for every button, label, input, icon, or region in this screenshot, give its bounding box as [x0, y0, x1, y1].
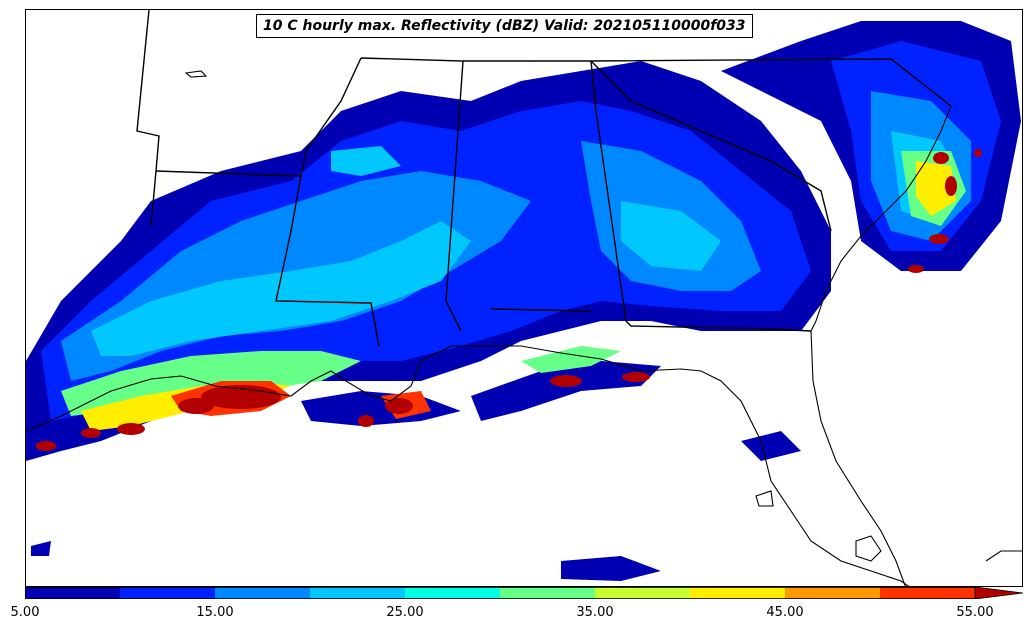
colorbar-segment	[690, 587, 786, 599]
colorbar-tick-label: 15.00	[196, 605, 234, 620]
colorbar-tick-label: 45.00	[766, 605, 804, 620]
colorbar-segment	[595, 587, 691, 599]
colorbar-segment	[120, 587, 216, 599]
colorbar-tick-label: 35.00	[576, 605, 614, 620]
colorbar-segment	[405, 587, 501, 599]
colorbar-tick-label: 55.00	[956, 605, 994, 620]
colorbar-segment	[215, 587, 311, 599]
colorbar-segment	[500, 587, 596, 599]
colorbar-segment	[310, 587, 406, 599]
state-boundaries	[136, 10, 952, 347]
map-canvas	[26, 10, 1022, 586]
colorbar-segment	[880, 587, 976, 599]
colorbar-extend-arrow	[974, 587, 1023, 599]
reflectivity-field-max	[36, 149, 982, 451]
colorbar-outline	[25, 587, 976, 599]
colorbar-tick-label: 25.00	[386, 605, 424, 620]
map-title: 10 C hourly max. Reflectivity (dBZ) Vali…	[256, 14, 753, 38]
colorbar-segment	[785, 587, 881, 599]
colorbar	[25, 587, 1023, 599]
coastline	[26, 70, 1022, 586]
colorbar-tick-label: 5.00	[10, 605, 40, 620]
colorbar-segment	[25, 587, 121, 599]
map-panel	[25, 9, 1023, 587]
